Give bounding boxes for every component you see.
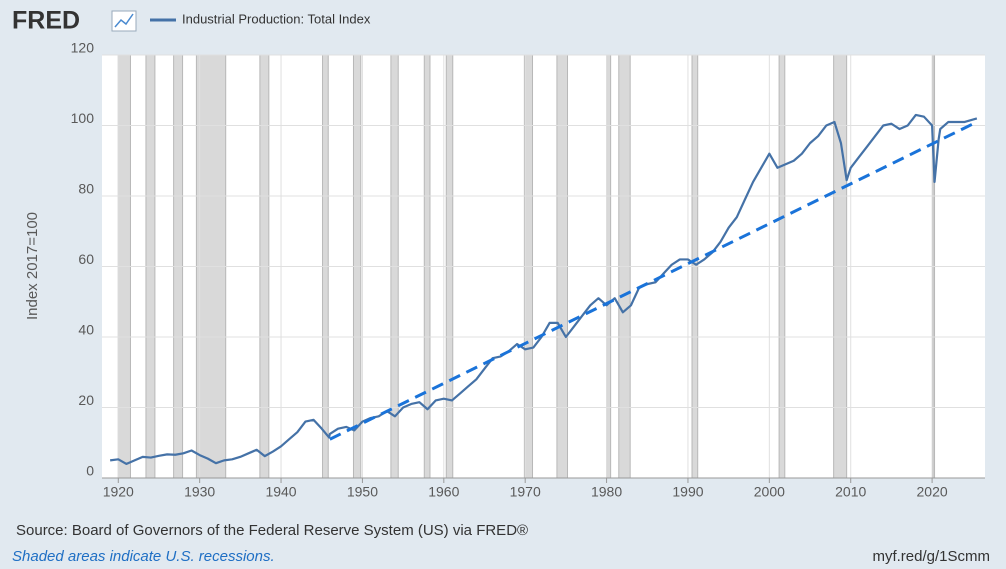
recession-note: Shaded areas indicate U.S. recessions.	[12, 548, 275, 565]
plot: 0 20 40 60 80 100 120 1920 1930 1940 1950 1960 1970 1…	[71, 40, 985, 500]
y-tick-label: 120	[71, 40, 95, 56]
short-url: myf.red/g/1Scmm	[872, 548, 990, 565]
y-tick-label: 100	[71, 110, 95, 126]
x-tick-label: 1920	[103, 484, 134, 500]
logo-icon	[111, 10, 137, 32]
y-tick-label: 0	[86, 463, 94, 479]
y-tick-label: 60	[78, 251, 94, 267]
brand-logo: FRED	[12, 7, 80, 35]
x-tick-label: 1940	[265, 484, 296, 500]
y-axis-title: Index 2017=100	[24, 212, 41, 320]
x-tick-label: 2000	[754, 484, 785, 500]
x-tick-label: 2010	[835, 484, 866, 500]
y-tick-label: 80	[78, 181, 94, 197]
trend-line	[329, 120, 978, 441]
y-tick-label: 20	[78, 392, 94, 408]
x-tick-label: 1950	[347, 484, 378, 500]
x-tick-label: 1960	[428, 484, 459, 500]
x-tick-label: 1970	[510, 484, 541, 500]
legend-label: Industrial Production: Total Index	[182, 11, 371, 26]
series-line	[109, 113, 978, 465]
x-tick-label: 2020	[917, 484, 948, 500]
x-tick-label: 1930	[184, 484, 215, 500]
source: Source: Board of Governors of the Federa…	[16, 522, 528, 539]
x-tick-label: 1990	[672, 484, 703, 500]
x-tick-label: 1980	[591, 484, 622, 500]
y-tick-label: 40	[78, 322, 94, 338]
